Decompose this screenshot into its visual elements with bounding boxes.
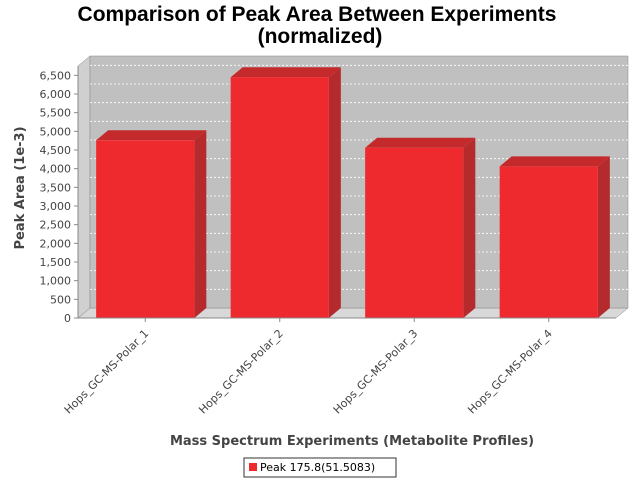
bar-top xyxy=(499,156,610,167)
x-tick-label: Hops_GC-MS-Polar_1 xyxy=(62,327,152,417)
bar xyxy=(499,156,610,318)
y-tick-label: 2,000 xyxy=(40,237,72,250)
bar-side xyxy=(328,67,341,318)
y-tick-label: 4,000 xyxy=(40,163,72,176)
bar-front xyxy=(365,147,464,318)
plot-left-wall xyxy=(77,55,91,319)
chart-title-line2: (normalized) xyxy=(258,25,383,48)
x-tick-label: Hops_GC-MS-Polar_3 xyxy=(331,327,421,417)
legend-label: Peak 175.8(51.5083) xyxy=(260,461,375,474)
chart-title-line1: Comparison of Peak Area Between Experime… xyxy=(78,3,557,26)
y-tick-label: 3,000 xyxy=(40,200,72,213)
y-tick-label: 3,500 xyxy=(40,181,72,194)
y-tick-label: 4,500 xyxy=(40,144,72,157)
y-tick-label: 2,500 xyxy=(40,219,72,232)
bar-side xyxy=(194,130,207,318)
bar-top xyxy=(365,137,476,148)
legend-box xyxy=(243,457,397,478)
bar-front xyxy=(230,77,329,318)
legend: Peak 175.8(51.5083) xyxy=(243,457,397,478)
y-tick-label: 5,500 xyxy=(40,107,72,120)
x-axis-ticks: Hops_GC-MS-Polar_1 Hops_GC-MS-Polar_2 Hops… xyxy=(62,318,555,416)
x-tick-label: Hops_GC-MS-Polar_4 xyxy=(465,327,555,417)
bar-top xyxy=(230,67,341,78)
bar-top xyxy=(96,130,207,141)
bar-front xyxy=(499,166,598,318)
y-tick-label: 0 xyxy=(64,312,71,325)
y-tick-label: 500 xyxy=(50,293,71,306)
bar xyxy=(365,137,476,318)
bar-side xyxy=(463,137,476,318)
y-tick-label: 6,500 xyxy=(40,69,72,82)
y-axis-label: Peak Area (1e-3) xyxy=(13,126,28,249)
y-tick-label: 1,000 xyxy=(40,275,72,288)
x-tick-label: Hops_GC-MS-Polar_2 xyxy=(196,327,286,417)
bar-side xyxy=(597,156,610,318)
bars xyxy=(96,67,610,318)
y-tick-label: 6,000 xyxy=(40,88,72,101)
y-axis-ticks: 0 500 1,000 1,500 2,000 2,500 3,000 3,500 4,000 4… xyxy=(40,69,78,325)
bar xyxy=(230,67,341,318)
legend-swatch xyxy=(249,463,257,471)
bar-front xyxy=(96,140,195,318)
y-tick-label: 5,000 xyxy=(40,125,72,138)
y-tick-label: 1,500 xyxy=(40,256,72,269)
x-axis-label: Mass Spectrum Experiments (Metabolite Pr… xyxy=(170,434,534,449)
bar xyxy=(96,130,207,318)
